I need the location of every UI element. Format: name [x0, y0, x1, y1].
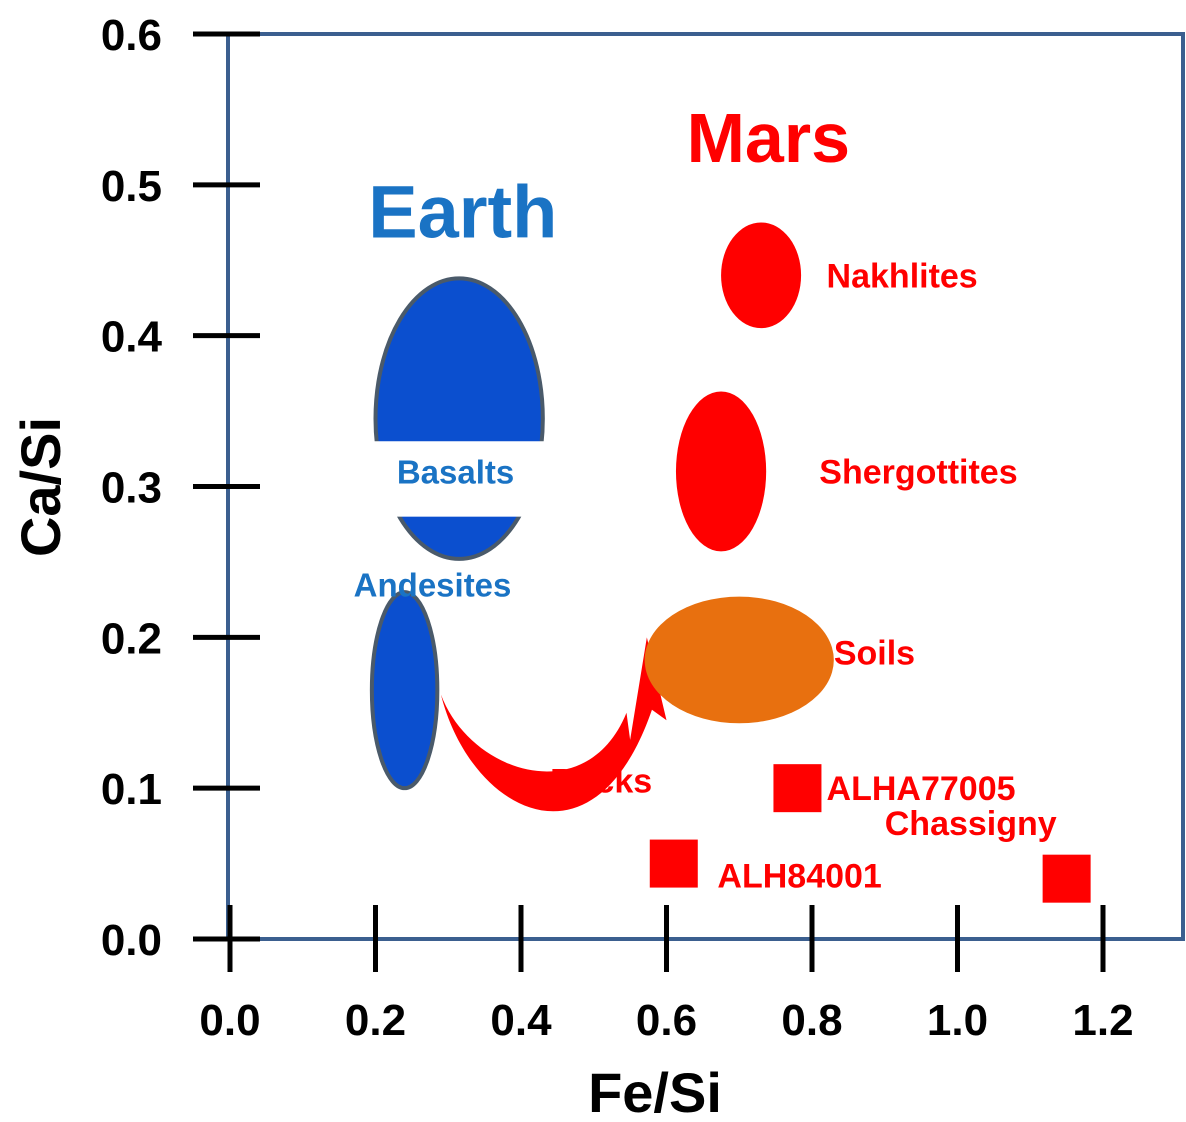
- label-alh84001: ALH84001: [717, 858, 881, 896]
- y-tick-label: 0.2: [101, 614, 162, 663]
- x-tick-label: 1.0: [927, 996, 988, 1045]
- label-andesites: Andesites: [354, 567, 512, 604]
- label-soils: Soils: [834, 634, 915, 672]
- region-soils: [644, 596, 834, 724]
- x-tick-label: 1.2: [1072, 996, 1133, 1045]
- label-nakhlites: Nakhlites: [827, 257, 978, 295]
- point-chassigny: [1042, 854, 1091, 903]
- y-tick-label: 0.3: [101, 464, 162, 513]
- label-alha77005: ALHA77005: [827, 770, 1016, 808]
- x-tick-label: 0.2: [345, 996, 406, 1045]
- label-shergottites: Shergottites: [819, 453, 1017, 491]
- x-tick-label: 0.6: [636, 996, 697, 1045]
- region-shergottites: [675, 391, 767, 552]
- y-tick-label: 0.6: [101, 11, 162, 60]
- label-chassigny: Chassigny: [885, 805, 1057, 843]
- y-tick-label: 0.4: [101, 313, 163, 362]
- region-rocks-arrow: [440, 637, 667, 812]
- group-title-earth: Earth: [368, 171, 557, 254]
- region-basalts: [373, 276, 545, 561]
- region-layer: [367, 222, 834, 812]
- group-title-mars: Mars: [687, 99, 850, 177]
- label-basalts: Basalts: [397, 453, 514, 490]
- y-tick-label: 0.1: [101, 765, 162, 814]
- point-alha77005: [773, 764, 822, 813]
- label-layer: Earth Mars Basalts Andesites Nakhlites Shergo…: [354, 99, 1057, 895]
- x-tick-label: 0.4: [490, 996, 552, 1045]
- y-tick-label: 0.5: [101, 162, 162, 211]
- region-nakhlites: [721, 222, 802, 329]
- y-axis-title: Ca/Si: [9, 417, 72, 557]
- region-andesites: [369, 590, 440, 791]
- x-tick-label: 0.8: [781, 996, 842, 1045]
- basalts-label-band: [367, 441, 551, 517]
- x-axis-title: Fe/Si: [588, 1061, 722, 1122]
- x-tick-label: 0.0: [199, 996, 260, 1045]
- axes-layer: 0.0 0.2 0.4 0.6 0.8 1.0 1.2 0.0 0.1 0.2 0.3 0.4 0.5 0…: [101, 11, 1134, 1045]
- y-tick-label: 0.0: [101, 916, 162, 965]
- point-layer: [649, 764, 1091, 903]
- label-rocks: Rocks: [550, 763, 652, 801]
- point-alh84001: [649, 839, 698, 888]
